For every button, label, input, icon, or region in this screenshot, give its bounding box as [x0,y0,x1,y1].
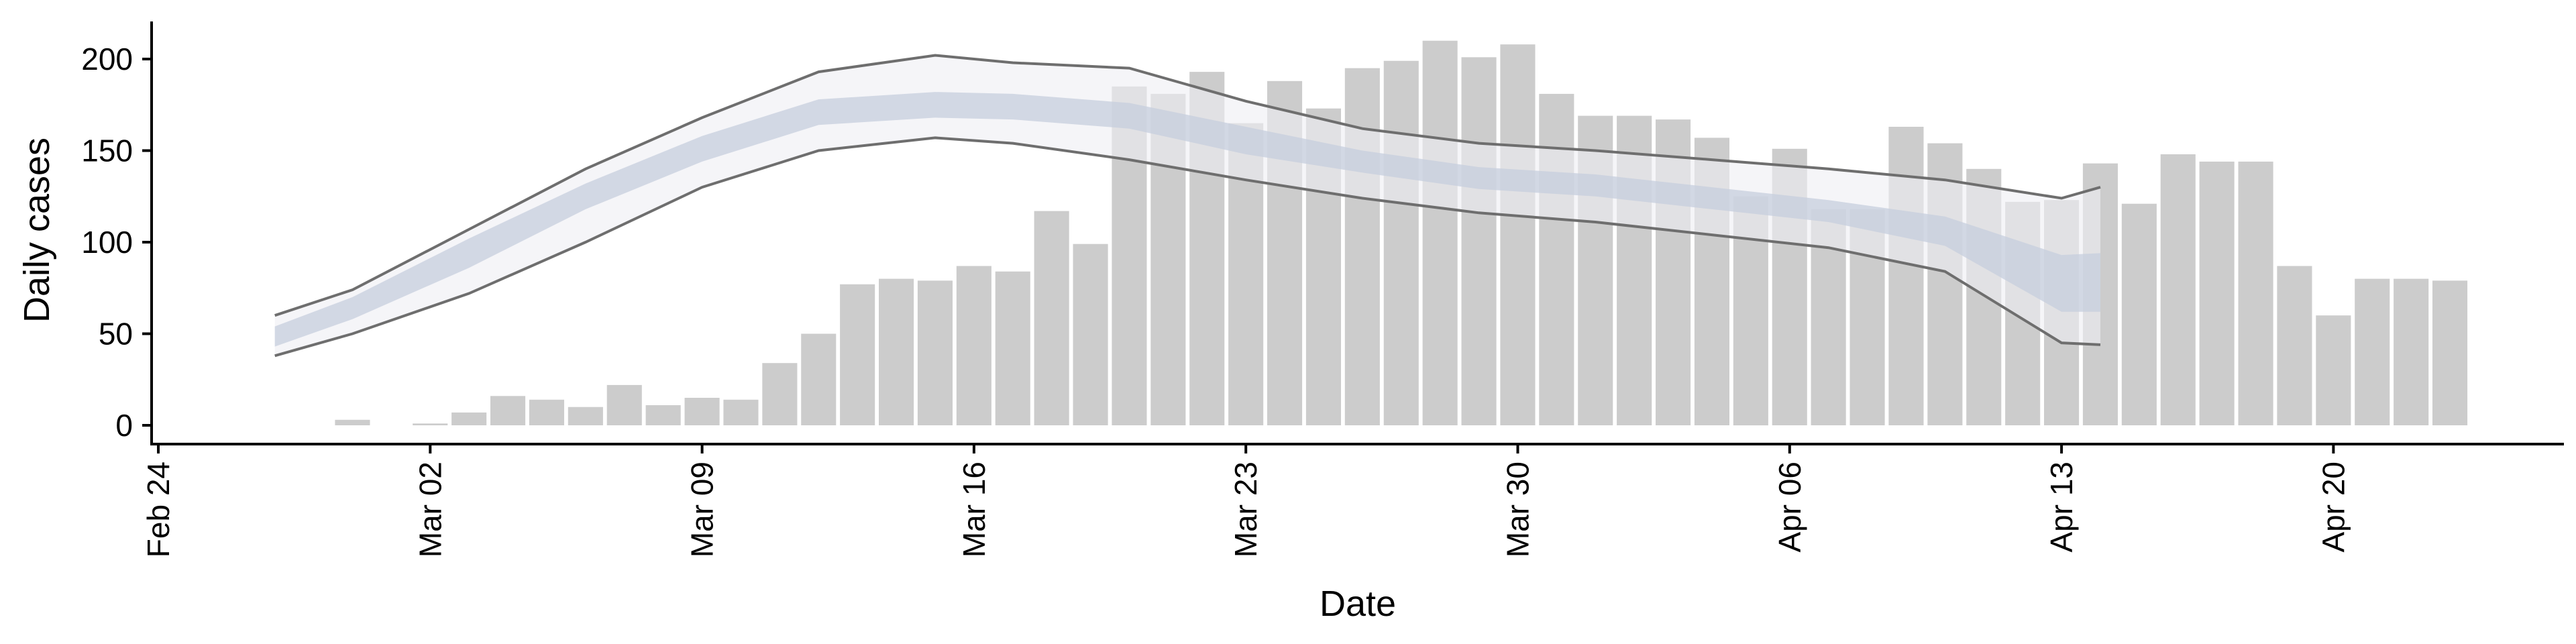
bar [762,363,798,425]
bar [2277,266,2312,425]
upper-bound-line [274,54,2101,317]
bar [840,284,875,425]
y-tick-label: 50 [99,317,133,352]
y-tick-label: 200 [81,42,133,76]
bar [1034,211,1069,425]
y-tick-label: 100 [81,225,133,260]
bar [645,405,681,425]
x-tick-label: Apr 06 [1772,462,1807,553]
bar [606,384,642,425]
bar [1500,44,1536,425]
bar [2432,280,2468,425]
bar [684,398,720,425]
x-axis-title: Date [1320,584,1396,624]
bar [2160,154,2196,425]
x-tick-label: Mar 16 [957,462,991,557]
x-tick-label: Apr 20 [2316,462,2351,553]
x-ticks: Feb 24 Mar 02 Mar 09 Mar 16 Mar 23 Mar 30 Apr … [141,444,2351,557]
x-tick-label: Apr 13 [2044,462,2079,553]
x-tick-label: Mar 30 [1501,462,1536,557]
bar [413,423,448,425]
bar [490,396,526,425]
y-axis-title: Daily cases [17,138,57,323]
bar [1344,68,1380,426]
lower-bound-line [274,136,2101,358]
bar [956,266,991,425]
bar [1539,93,1574,425]
x-tick-label: Mar 02 [413,462,447,557]
bar [879,278,914,425]
bar [451,412,487,425]
bar [568,407,603,425]
bar [1461,57,1497,426]
y-ticks: 0 50 100 150 200 [81,42,152,443]
bar [1422,40,1458,425]
y-tick-label: 150 [81,133,133,168]
bar [1888,127,1924,425]
bars-layer [335,40,2468,426]
x-tick-label: Feb 24 [141,462,176,557]
bar [1073,244,1108,425]
x-tick-label: Mar 23 [1228,462,1263,557]
y-tick-label: 0 [115,408,133,443]
bar [2199,161,2235,425]
bar [2355,278,2390,425]
bar [2316,315,2351,425]
bar [2238,161,2273,425]
bar [723,399,759,425]
bar [2121,203,2157,425]
x-tick-label: Mar 09 [685,462,720,557]
bar [801,333,837,425]
projection-band-layer [274,54,2101,358]
bar [2394,278,2429,425]
bar [529,399,564,425]
bar [335,419,370,425]
bar [1383,60,1419,425]
axes-layer [150,21,2564,445]
bar [995,271,1030,425]
bar [917,280,953,425]
